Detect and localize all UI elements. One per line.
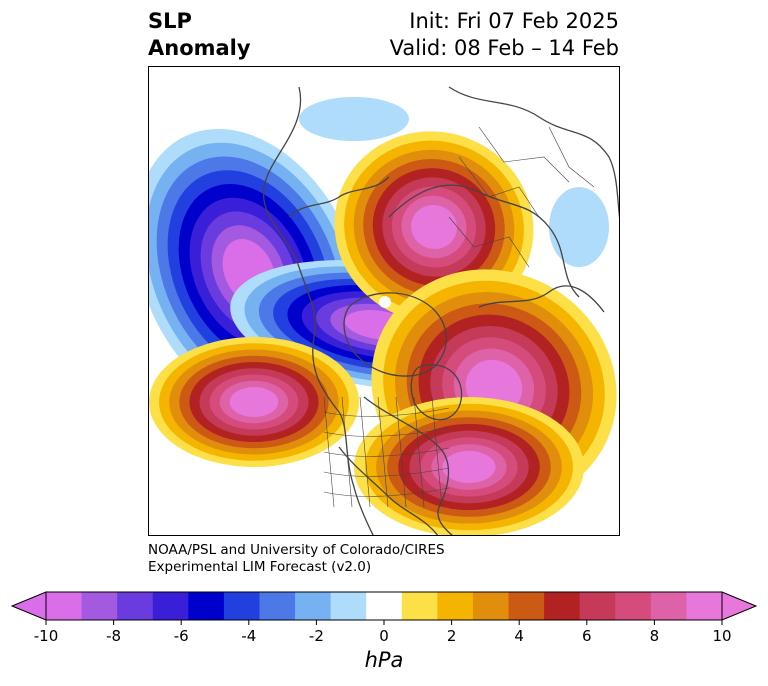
colorbar-bin [686,592,723,620]
coastline [410,364,463,421]
colorbar-bin [366,592,403,620]
colorbar-bin [544,592,581,620]
colorbar-bin [579,592,616,620]
state-border [323,467,450,477]
colorbar-tick-label: -2 [309,627,324,644]
state-border [377,396,389,508]
colorbar-tick-label: 6 [582,627,592,644]
state-border [413,396,425,508]
colorbar-extend-max [721,591,758,621]
colorbar: -10 -8 -6 -4 -2 0 2 4 6 8 10 [10,591,758,644]
colorbar-bin [650,592,687,620]
init-date: Init: Fri 07 Feb 2025 [409,9,619,33]
anomaly-fields [149,67,619,535]
state-border [431,396,443,508]
colorbar-tick-label: -4 [241,627,256,644]
colorbar-bin [401,592,438,620]
colorbar-bin [615,592,652,620]
colorbar-bin [508,592,545,620]
colorbar-tick-label: 10 [712,627,731,644]
colorbar-bin [330,592,367,620]
colorbar-bin [472,592,510,620]
pacific-low [149,128,364,416]
title-line-1: SLP [148,9,192,33]
valid-range: Valid: 08 Feb – 14 Feb [389,36,619,60]
colorbar-bin [188,592,225,620]
country-border [478,126,570,183]
state-border [323,447,450,457]
coastline [262,86,374,535]
credit-text: NOAA/PSL and University of Colorado/CIRE… [148,542,445,576]
state-border [323,427,450,437]
colorbar-bin [223,592,260,620]
pole-marker [379,296,391,308]
map-panel [148,66,620,536]
credit-line-2: Experimental LIM Forecast (v2.0) [148,559,372,575]
title-line-2: Anomaly [148,36,251,60]
colorbar-bin [117,592,154,620]
colorbar-tick-label: -8 [106,627,121,644]
coastline [288,176,390,218]
colorbar-extend-min [10,591,47,621]
colorbar-tick-label: 8 [650,627,660,644]
country-border [548,126,595,188]
colorbar-tick-label: 2 [447,627,457,644]
country-border [448,216,530,268]
map-title: SLP Anomaly [148,8,251,62]
contour-band [442,450,496,484]
anomaly-map [149,67,619,535]
colorbar-tick-label: -10 [34,627,59,644]
colorbar-tick-label: -6 [174,627,189,644]
state-border [323,487,450,497]
state-border [323,407,450,417]
credit-line-1: NOAA/PSL and University of Colorado/CIRE… [148,542,445,558]
state-border [323,396,335,508]
contour-band [411,204,457,250]
colorbar-bin [46,592,83,620]
light-blue-patch [549,187,609,267]
central-pacific-high [149,337,359,467]
eastern-us-high [354,397,584,535]
coastline [338,446,439,535]
colorbar-bin [259,592,296,620]
light-blue-patch [299,97,409,141]
country-border [458,156,540,218]
forecast-dates: Init: Fri 07 Feb 2025 Valid: 08 Feb – 14… [390,8,619,62]
contour-band [229,387,279,417]
coastline [343,292,447,377]
colorbar-bin [295,592,332,620]
state-border [359,396,371,508]
colorbar-bin [152,592,189,620]
coastlines [262,86,619,535]
colorbar-unit-label: hPa [364,648,404,672]
coastline [388,184,580,298]
coastline [448,86,619,219]
colorbar-tick-label: 4 [514,627,524,644]
colorbar-bin [81,592,118,620]
colorbar-tick-label: 0 [379,627,389,644]
colorbar-bin [437,592,474,620]
coastline [478,285,605,313]
